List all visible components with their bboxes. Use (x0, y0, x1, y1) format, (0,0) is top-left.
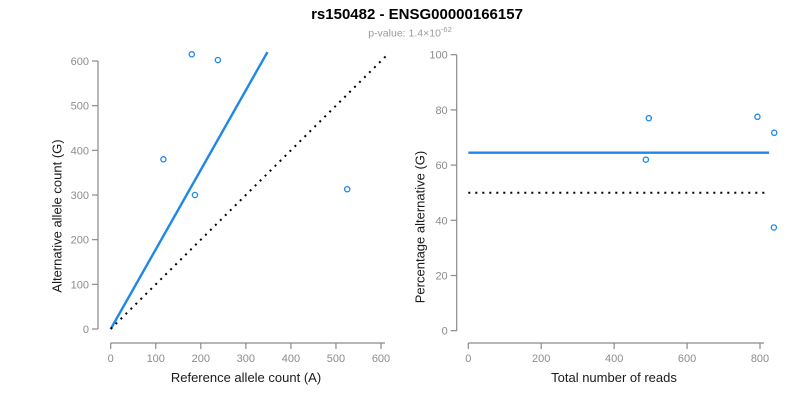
left-y-tick-label: 600 (71, 56, 89, 68)
right-y-tick-label: 100 (429, 50, 447, 62)
left-data-point (214, 56, 222, 64)
left-x-tick-label: 400 (282, 353, 300, 365)
right-x-tick-label: 200 (532, 353, 550, 365)
left-x-tick-label: 300 (237, 353, 255, 365)
left-x-tick-label: 500 (327, 353, 345, 365)
right-y-tick-label: 20 (435, 271, 447, 283)
left-y-tick-label: 400 (71, 145, 89, 157)
right-data-point (645, 114, 653, 122)
left-y-tick-label: 200 (71, 235, 89, 247)
right-x-tick-label: 800 (751, 353, 769, 365)
left-data-point (188, 51, 196, 58)
p-value-exponent: -62 (440, 25, 452, 34)
right-x-tick-label: 0 (465, 353, 471, 365)
right-plot: 0 20 40 60 80 100 0 200 400 600 800 (429, 50, 778, 365)
p-value-base: 1.4×10 (408, 27, 441, 40)
left-x-axis-label: Reference allele count (A) (170, 370, 322, 385)
right-x-tick-label: 400 (605, 353, 623, 365)
left-y-tick-label: 500 (71, 101, 89, 113)
right-y-tick-label: 0 (442, 326, 448, 338)
right-y-tick-label: 40 (435, 215, 447, 227)
right-x-tick-label: 600 (678, 353, 696, 365)
right-y-tick-label: 80 (435, 105, 447, 117)
left-plot: 0 100 200 300 400 500 600 0 100 200 300 400 500 600 (71, 51, 390, 365)
right-data-point (770, 224, 778, 231)
left-y-tick-label: 0 (83, 324, 89, 336)
p-value-label: p-value: (368, 27, 409, 40)
left-y-axis-label: Alternative allele count (G) (49, 139, 65, 293)
fit-line (109, 51, 269, 330)
right-x-axis-label: Total number of reads (551, 370, 677, 385)
left-data-point (160, 156, 167, 163)
right-data-point (642, 156, 650, 163)
left-x-tick-label: 200 (192, 353, 210, 365)
left-x-tick-label: 0 (108, 353, 114, 365)
left-data-point (191, 191, 199, 199)
right-y-axis-label: Percentage alternative (G) (412, 150, 428, 304)
page-title: rs150482 - ENSG00000166157 (311, 6, 523, 23)
left-y-tick-label: 300 (71, 190, 89, 202)
p-value-subtitle: p-value: 1.4×10-62 (20, 25, 800, 40)
right-data-point (770, 129, 778, 137)
left-y-tick-label: 100 (71, 279, 89, 291)
left-x-tick-label: 600 (372, 353, 390, 365)
right-y-tick-label: 60 (435, 160, 447, 172)
right-data-point (754, 113, 761, 121)
left-data-point (343, 185, 351, 193)
identity-line (109, 54, 388, 330)
left-x-tick-label: 100 (147, 353, 165, 365)
